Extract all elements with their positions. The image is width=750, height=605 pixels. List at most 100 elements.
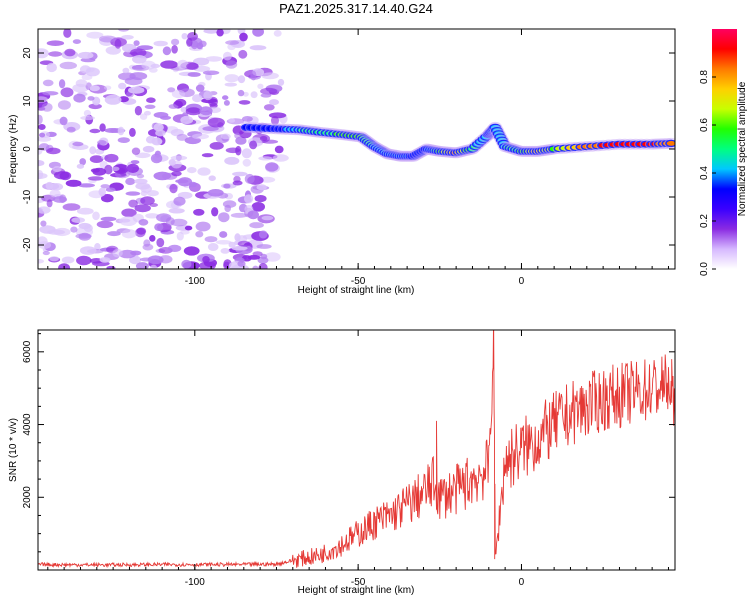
noise-blob xyxy=(134,105,142,116)
noise-blob xyxy=(168,159,176,166)
noise-blob xyxy=(57,100,71,110)
noise-blob xyxy=(175,179,189,184)
noise-blob xyxy=(140,196,155,206)
noise-blob xyxy=(94,243,101,251)
noise-blob xyxy=(38,143,50,151)
noise-blob xyxy=(99,35,117,43)
noise-blob xyxy=(207,189,224,197)
noise-blob xyxy=(134,178,148,185)
noise-blob xyxy=(236,235,248,243)
noise-blob xyxy=(162,46,172,56)
noise-blob xyxy=(38,206,51,214)
noise-blob xyxy=(92,211,100,221)
noise-blob xyxy=(89,155,104,164)
noise-blob xyxy=(192,94,203,103)
y-tick-label: -10 xyxy=(22,189,33,204)
noise-blob xyxy=(239,32,248,42)
noise-blob xyxy=(100,216,117,222)
noise-blob xyxy=(261,72,279,80)
noise-blob xyxy=(125,177,136,186)
noise-blob xyxy=(205,56,223,62)
noise-blob xyxy=(260,87,278,95)
noise-blob xyxy=(211,207,219,217)
noise-blob xyxy=(224,74,239,83)
noise-blob xyxy=(167,87,176,93)
noise-blob xyxy=(150,264,157,269)
noise-blob xyxy=(75,79,88,88)
noise-blob xyxy=(185,107,202,116)
noise-blob xyxy=(60,87,74,98)
noise-blob xyxy=(153,40,168,47)
x-tick-label: -100 xyxy=(185,577,205,588)
noise-blob xyxy=(154,223,164,232)
noise-blob xyxy=(252,265,259,269)
colorbar-tick-label: 0.8 xyxy=(699,70,710,84)
noise-blob xyxy=(145,135,156,144)
noise-blob xyxy=(76,163,85,169)
noise-blob xyxy=(145,213,160,219)
noise-blob xyxy=(191,133,209,140)
noise-blob xyxy=(46,62,57,73)
noise-blob xyxy=(99,123,106,132)
noise-blob xyxy=(184,225,193,231)
noise-blob xyxy=(65,179,82,187)
noise-blob xyxy=(261,215,274,221)
noise-blob xyxy=(76,207,94,215)
noise-blob xyxy=(46,147,61,155)
noise-blob xyxy=(258,263,268,269)
noise-blob xyxy=(173,196,186,206)
noise-blob xyxy=(203,90,213,101)
noise-blob xyxy=(171,45,178,54)
noise-blob xyxy=(53,227,71,237)
noise-blob xyxy=(164,126,179,134)
noise-blob xyxy=(171,171,182,177)
noise-blob xyxy=(254,195,267,203)
noise-blob xyxy=(86,31,104,39)
noise-blob xyxy=(46,199,53,208)
noise-blob xyxy=(202,126,219,132)
noise-blob xyxy=(232,180,243,186)
noise-blob xyxy=(118,249,137,259)
noise-blob xyxy=(90,168,100,173)
noise-blob xyxy=(268,112,287,119)
noise-blob xyxy=(218,212,230,223)
noise-blob xyxy=(139,113,148,120)
noise-blob xyxy=(197,167,211,176)
noise-blob xyxy=(222,95,229,100)
noise-blob xyxy=(62,203,81,211)
noise-blob xyxy=(132,55,147,64)
noise-blob xyxy=(133,40,140,46)
noise-blob xyxy=(79,158,86,166)
snr-y-label: SNR (10 * v/v) xyxy=(8,418,19,482)
colorbar-tick-label: 0.4 xyxy=(699,166,710,180)
noise-blob xyxy=(130,48,147,57)
noise-blob xyxy=(64,48,76,57)
noise-blob xyxy=(38,136,52,142)
noise-blob xyxy=(160,60,179,69)
noise-blob xyxy=(89,85,100,92)
noise-blob xyxy=(187,167,197,174)
colorbar-ticks: 0.0 0.2 0.4 0.6 0.8 xyxy=(699,70,716,276)
noise-blob xyxy=(66,126,76,133)
colorbar-tick-label: 0.0 xyxy=(699,262,710,276)
noise-blob xyxy=(126,163,139,173)
noise-blob xyxy=(42,79,54,87)
noise-blob xyxy=(117,126,125,136)
noise-blob xyxy=(128,86,145,94)
noise-blob xyxy=(258,156,273,161)
noise-blob xyxy=(199,261,216,269)
noise-blob xyxy=(250,91,258,99)
x-tick-label: -50 xyxy=(351,276,366,287)
noise-blob xyxy=(80,57,96,63)
noise-blob xyxy=(187,72,201,77)
noise-blob xyxy=(235,136,247,145)
spectrogram-marks xyxy=(38,29,675,269)
noise-blob xyxy=(125,191,141,196)
noise-blob xyxy=(181,259,192,269)
noise-blob xyxy=(224,156,240,165)
noise-blob xyxy=(207,243,219,251)
noise-blob xyxy=(124,77,143,86)
noise-blob xyxy=(72,39,81,44)
noise-blob xyxy=(201,153,214,158)
